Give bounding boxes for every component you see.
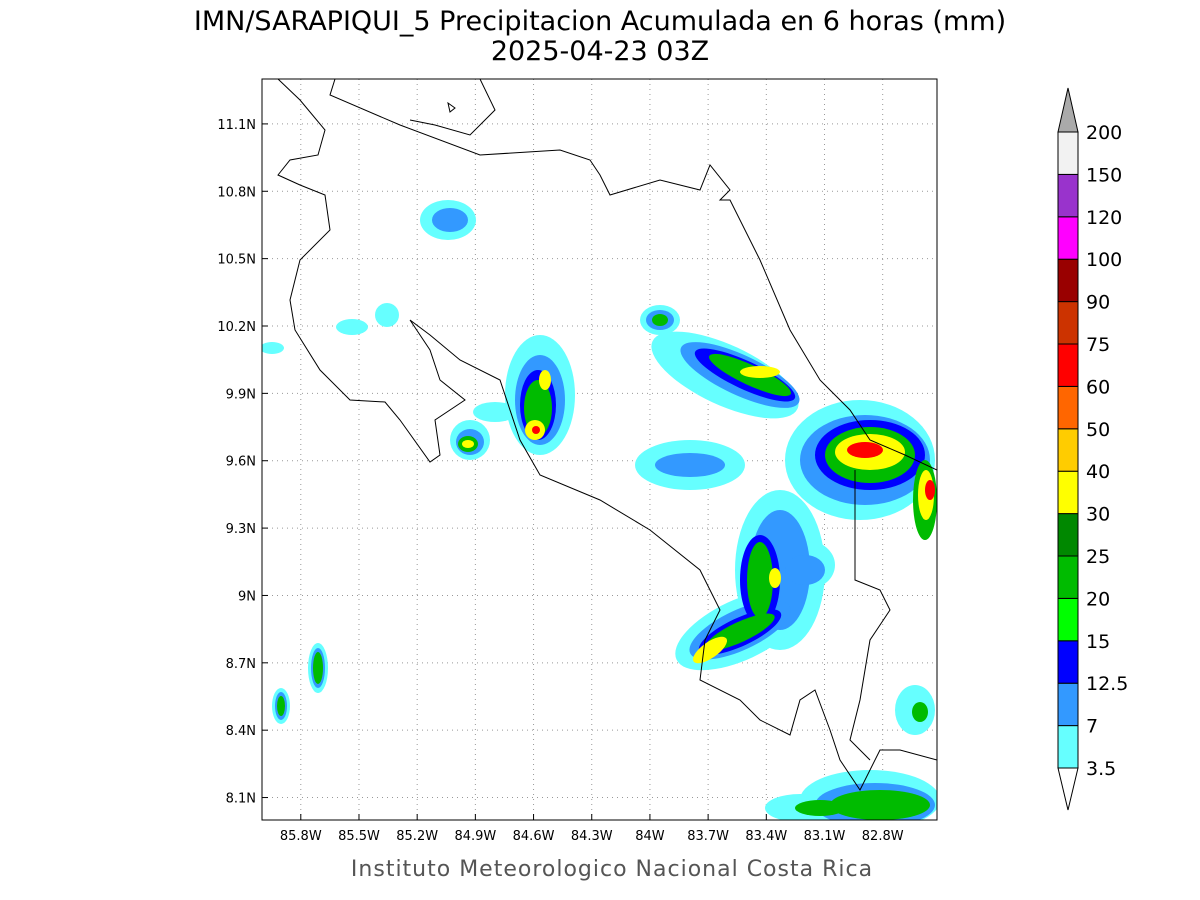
precipitation (262, 200, 937, 820)
x-tick-label: 85.2W (396, 829, 438, 844)
colorbar-box (1057, 640, 1079, 684)
y-tick-label: 11.1N (217, 118, 256, 133)
colorbar-label: 3.5 (1086, 758, 1116, 780)
x-tick-label: 83.4W (745, 829, 787, 844)
colorbar-label: 30 (1086, 504, 1110, 526)
colorbar-box (1057, 428, 1079, 472)
colorbar-label: 100 (1086, 249, 1122, 271)
coastline (277, 79, 937, 791)
colorbar-box (1057, 555, 1079, 599)
y-tick-label: 10.5N (217, 253, 256, 268)
colorbar-label: 12.5 (1086, 673, 1128, 695)
x-tick-label: 82.8W (862, 829, 904, 844)
x-tick-label: 83.1W (804, 829, 846, 844)
colorbar-label: 150 (1086, 164, 1122, 186)
x-tick-label: 84.9W (454, 829, 496, 844)
subtitle: 2025-04-23 03Z (491, 36, 709, 67)
x-tick-label: 84.3W (571, 829, 613, 844)
colorbar-box (1057, 725, 1079, 769)
colorbar-box (1057, 258, 1079, 303)
x-tick-label: 83.7W (687, 829, 729, 844)
colorbar-label: 75 (1086, 334, 1110, 356)
y-tick-label: 9N (238, 589, 256, 604)
title: IMN/SARAPIQUI_5 Precipitacion Acumulada … (194, 6, 1006, 37)
y-tick-label: 8.1N (226, 792, 256, 807)
colorbar-box (1057, 385, 1079, 430)
y-tick-label: 8.4N (226, 724, 256, 739)
colorbar-box (1057, 470, 1079, 515)
colorbar-label: 50 (1086, 419, 1110, 441)
colorbar-label: 40 (1086, 461, 1110, 483)
colorbar-box (1057, 301, 1079, 345)
colorbar-box (1057, 513, 1079, 557)
colorbar-label: 90 (1086, 292, 1110, 314)
y-tick-label: 10.8N (217, 185, 256, 200)
colorbar-box (1057, 173, 1079, 218)
colorbar-box (1057, 597, 1079, 642)
map-frame (261, 78, 938, 821)
x-tick-label: 85.8W (280, 829, 322, 844)
colorbar-label: 7 (1086, 716, 1098, 738)
colorbar: 3.5 7 12.5 15 20 25 30 40 50 60 75 90 100 120 150 200 (1057, 87, 1128, 811)
y-tick-label: 8.7N (226, 657, 256, 672)
colorbar-label: 15 (1086, 631, 1110, 653)
colorbar-label: 25 (1086, 546, 1110, 568)
colorbar-box (1057, 216, 1079, 260)
colorbar-over (1057, 87, 1079, 133)
footer: Instituto Meteorologico Nacional Costa R… (351, 857, 873, 882)
colorbar-box (1057, 682, 1079, 727)
y-tick-label: 9.9N (226, 387, 256, 402)
x-tick-label: 85.5W (338, 829, 380, 844)
x-tick-label: 84W (635, 829, 665, 844)
x-tick-label: 84.6W (513, 829, 555, 844)
y-tick-label: 9.3N (226, 522, 256, 537)
colorbar-label: 60 (1086, 376, 1110, 398)
colorbar-label: 20 (1086, 588, 1110, 610)
y-tick-label: 9.6N (226, 455, 256, 470)
colorbar-box (1057, 343, 1079, 387)
colorbar-box (1057, 131, 1079, 175)
colorbar-under (1057, 767, 1079, 811)
colorbar-label: 120 (1086, 207, 1122, 229)
y-tick-label: 10.2N (217, 320, 256, 335)
colorbar-label: 200 (1086, 122, 1122, 144)
